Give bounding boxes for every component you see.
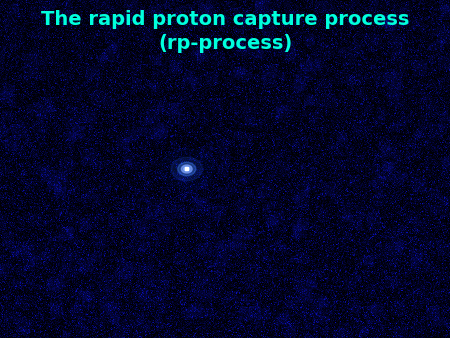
Circle shape — [171, 157, 202, 181]
Circle shape — [184, 167, 189, 171]
Circle shape — [178, 162, 196, 176]
Circle shape — [160, 149, 214, 189]
Circle shape — [185, 168, 188, 170]
Bar — [183, 166, 191, 172]
Circle shape — [181, 165, 192, 173]
Text: The rapid proton capture process
(rp-process): The rapid proton capture process (rp-pro… — [41, 10, 409, 53]
Bar — [184, 167, 189, 171]
